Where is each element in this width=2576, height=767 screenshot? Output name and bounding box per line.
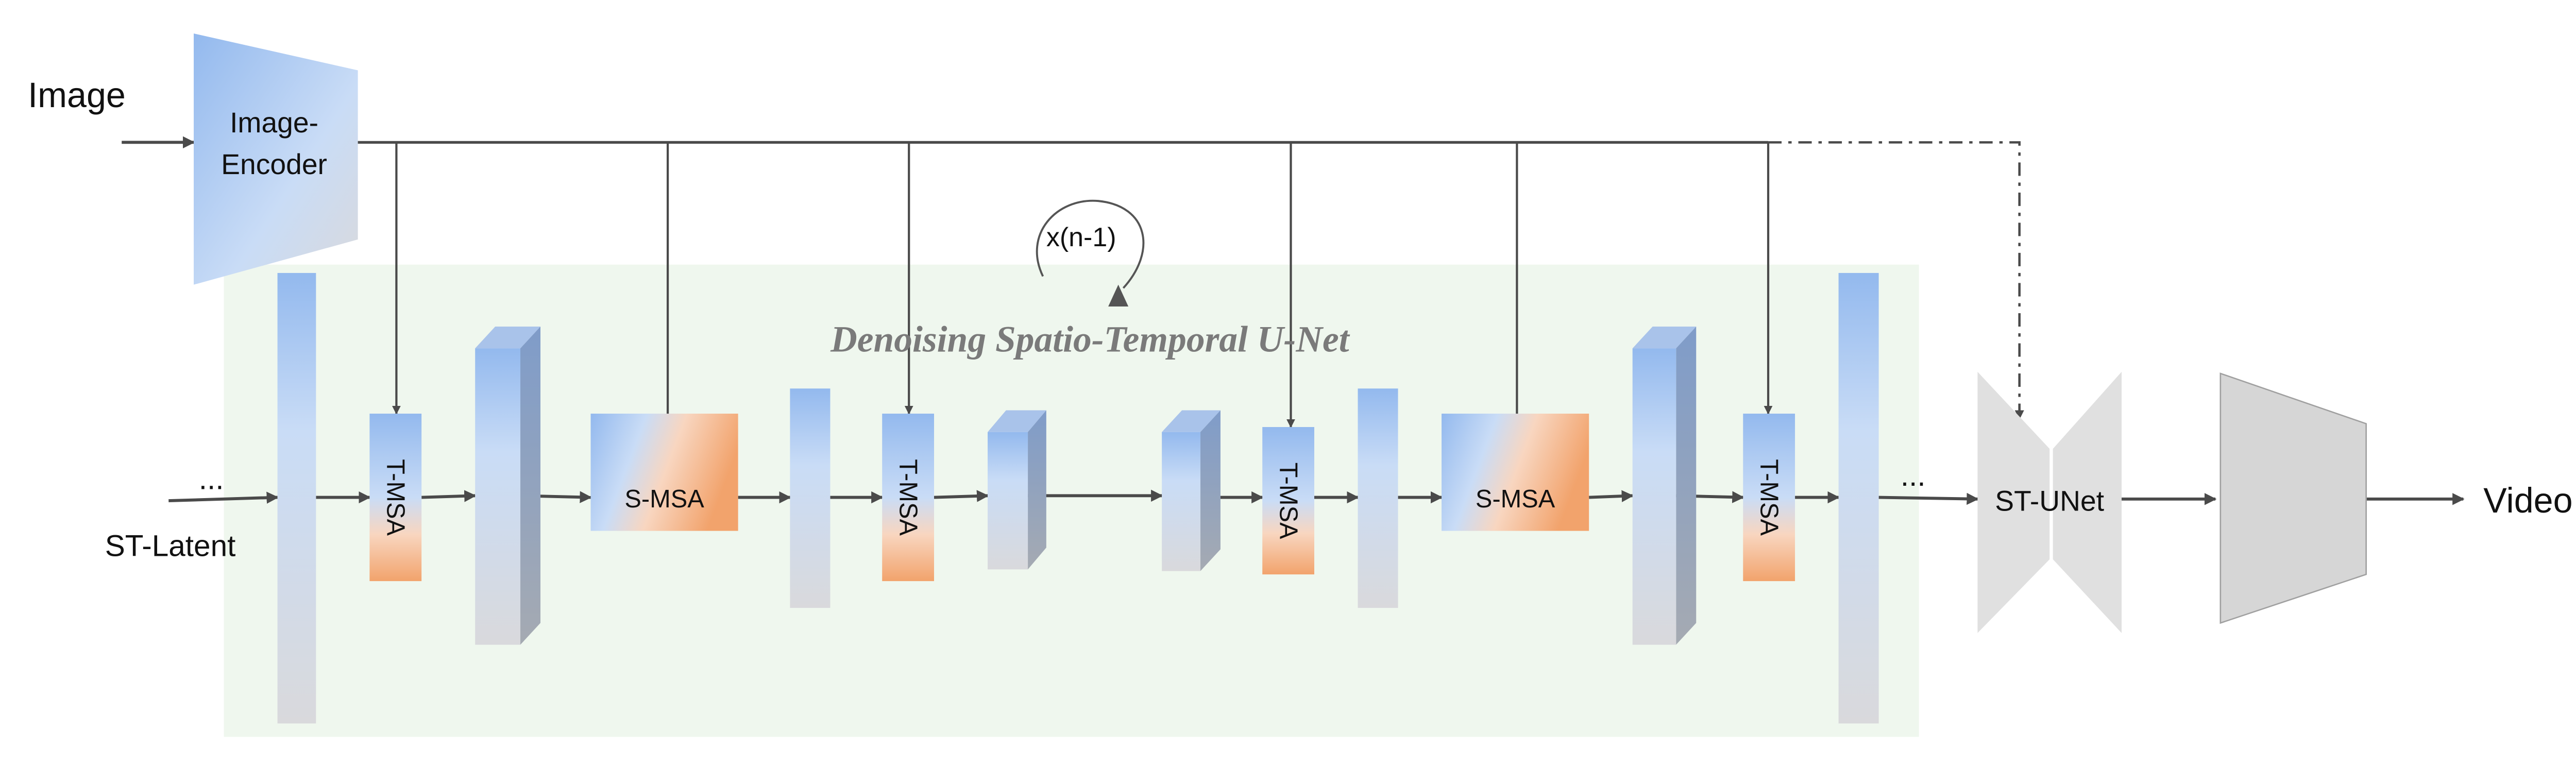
feature-block-3d-4: [1632, 326, 1697, 645]
svg-text:T-MSA: T-MSA: [894, 459, 922, 536]
unet-title: Denoising Spatio-Temporal U-Net: [830, 319, 1350, 360]
feature-bar-3: [1358, 388, 1398, 608]
loop-arc-icon: [1036, 199, 1145, 289]
s-msa-block-1: S-MSA: [590, 414, 738, 531]
feature-block-3d-1: [475, 326, 540, 645]
t-msa-block-1: T-MSA: [369, 414, 422, 582]
feature-bar-1: [277, 272, 316, 724]
feature-bar-4: [1838, 272, 1879, 724]
condition-drops: [392, 142, 1773, 462]
feature-block-3d-3: [1162, 410, 1221, 571]
st-unet-block: ST-UNet: [1977, 371, 2122, 633]
encoder-label-1: Image-: [230, 107, 318, 139]
t-msa-block-3: T-MSA: [1262, 427, 1314, 575]
loop-arrowhead-icon: [1108, 284, 1129, 306]
s-msa-block-2: S-MSA: [1442, 414, 1589, 531]
image-label: Image: [28, 76, 126, 115]
svg-text:S-MSA: S-MSA: [624, 485, 704, 513]
input-ellipsis: ...: [199, 462, 224, 496]
st-latent-label: ST-Latent: [105, 529, 236, 563]
feature-bar-2: [790, 388, 831, 608]
encoder-label-2: Encoder: [221, 148, 327, 180]
image-encoder: [194, 33, 358, 285]
t-msa-block-2: T-MSA: [882, 414, 935, 582]
video-decoder: [2219, 372, 2367, 624]
flow-arrows: [168, 489, 2465, 505]
svg-text:T-MSA: T-MSA: [1274, 463, 1302, 539]
loop-label: x(n-1): [1046, 223, 1116, 252]
svg-text:T-MSA: T-MSA: [1755, 459, 1783, 536]
svg-text:S-MSA: S-MSA: [1476, 485, 1555, 513]
st-unet-label: ST-UNet: [1995, 485, 2104, 517]
video-label: Video: [2483, 481, 2572, 520]
feature-block-3d-2: [988, 410, 1046, 570]
condition-dashdot-line: [1768, 141, 2024, 420]
svg-text:T-MSA: T-MSA: [382, 459, 410, 536]
output-ellipsis: ...: [1901, 459, 1926, 492]
t-msa-block-4: T-MSA: [1743, 414, 1795, 582]
